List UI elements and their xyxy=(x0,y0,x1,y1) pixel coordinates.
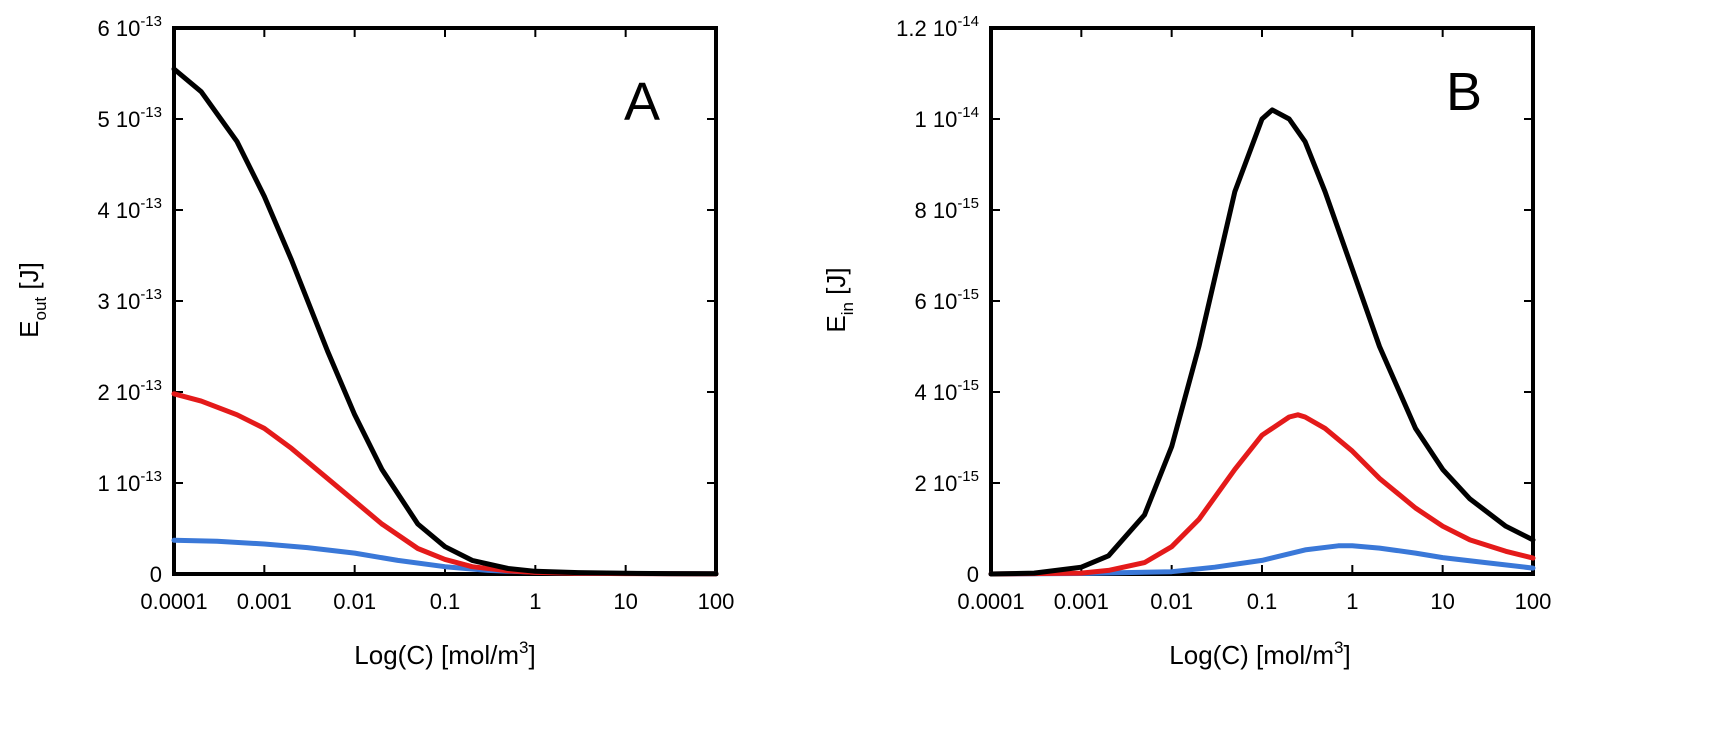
panel-a-xlabel-main: Log(C) [mol/m xyxy=(354,640,519,670)
panel-b-x-tick-label: 1 xyxy=(1346,589,1358,614)
panel-b-x-tick-label: 0.001 xyxy=(1054,589,1109,614)
panel-b-y-tick-labels: 0 2 10-15 4 10-15 6 10-15 8 10-15 1 10-14 1.2 … xyxy=(896,13,979,587)
panel-a-x-tick-labels: 0.0001 0.001 0.01 0.1 1 10 100 xyxy=(140,589,734,614)
panel-b-x-tick-label: 10 xyxy=(1430,589,1454,614)
panel-a-x-tick-label: 10 xyxy=(613,589,637,614)
panel-b-y-tick-label: 0 xyxy=(967,562,979,587)
panel-a-series xyxy=(171,66,719,577)
panel-a: 0.0001 0.001 0.01 0.1 1 10 100 0 1 10-13 2 10-13… xyxy=(14,13,734,670)
panel-b-x-tick-label: 100 xyxy=(1515,589,1552,614)
panel-a-x-tick-label: 100 xyxy=(698,589,735,614)
panel-a-xlabel-sup: 3 xyxy=(519,638,528,657)
panel-b: 0.0001 0.001 0.01 0.1 1 10 100 0 2 10-15 4 10-15… xyxy=(821,13,1551,670)
panel-b-series-red xyxy=(988,412,1536,577)
panel-a-x-axis-title: Log(C) [mol/m3] xyxy=(354,638,535,670)
panel-a-y-tick-labels: 0 1 10-13 2 10-13 3 10-13 4 10-13 5 10-13 6 10… xyxy=(97,13,162,587)
panel-a-y-tick-label: 2 10-13 xyxy=(97,377,162,405)
panel-b-y-axis-title: Ein [J] xyxy=(821,267,857,332)
panel-a-y-tick-label: 4 10-13 xyxy=(97,195,162,223)
panel-b-y-tick-label: 1.2 10-14 xyxy=(896,13,979,41)
panel-a-ylabel-main: E xyxy=(14,320,44,337)
panel-b-x-tick-label: 0.01 xyxy=(1150,589,1193,614)
panel-a-x-tick-label: 0.0001 xyxy=(140,589,207,614)
panel-b-x-tick-label: 0.1 xyxy=(1247,589,1278,614)
panel-b-xlabel-main: Log(C) [mol/m xyxy=(1169,640,1334,670)
panel-b-x-tick-label: 0.0001 xyxy=(957,589,1024,614)
panel-b-y-tick-label: 1 10-14 xyxy=(914,104,979,132)
panel-b-letter: B xyxy=(1446,62,1482,122)
panel-b-y-tick-label: 4 10-15 xyxy=(914,377,979,405)
panel-b-y-tick-label: 8 10-15 xyxy=(914,195,979,223)
panel-b-series xyxy=(988,107,1536,577)
panel-b-series-black xyxy=(988,107,1536,577)
panel-a-y-tick-label: 3 10-13 xyxy=(97,286,162,314)
panel-a-y-axis-title: Eout [J] xyxy=(14,262,50,338)
panel-b-series-blue xyxy=(988,543,1536,577)
panel-b-ylabel-end: [J] xyxy=(821,267,851,302)
panel-a-letter: A xyxy=(624,72,660,132)
panel-a-x-tick-label: 0.001 xyxy=(237,589,292,614)
panel-a-x-tick-label: 0.1 xyxy=(430,589,461,614)
panel-a-series-black xyxy=(171,66,719,577)
panel-a-x-tick-label: 1 xyxy=(529,589,541,614)
panel-b-ylabel-main: E xyxy=(821,315,851,332)
panel-a-x-tick-label: 0.01 xyxy=(333,589,376,614)
panel-a-ylabel-end: [J] xyxy=(14,262,44,297)
panel-b-x-axis-title: Log(C) [mol/m3] xyxy=(1169,638,1350,670)
panel-a-y-tick-label: 6 10-13 xyxy=(97,13,162,41)
panel-a-y-tick-label: 5 10-13 xyxy=(97,104,162,132)
panel-a-xlabel-end: ] xyxy=(528,640,535,670)
panel-a-y-tick-label: 0 xyxy=(150,562,162,587)
panel-b-ylabel-sub: in xyxy=(838,302,857,315)
panel-a-y-tick-label: 1 10-13 xyxy=(97,468,162,496)
panel-a-ylabel-sub: out xyxy=(31,297,50,321)
panel-b-x-tick-labels: 0.0001 0.001 0.01 0.1 1 10 100 xyxy=(957,589,1551,614)
panel-b-xlabel-sup: 3 xyxy=(1334,638,1343,657)
panel-b-y-tick-label: 6 10-15 xyxy=(914,286,979,314)
panel-b-y-tick-label: 2 10-15 xyxy=(914,468,979,496)
panel-b-xlabel-end: ] xyxy=(1343,640,1350,670)
